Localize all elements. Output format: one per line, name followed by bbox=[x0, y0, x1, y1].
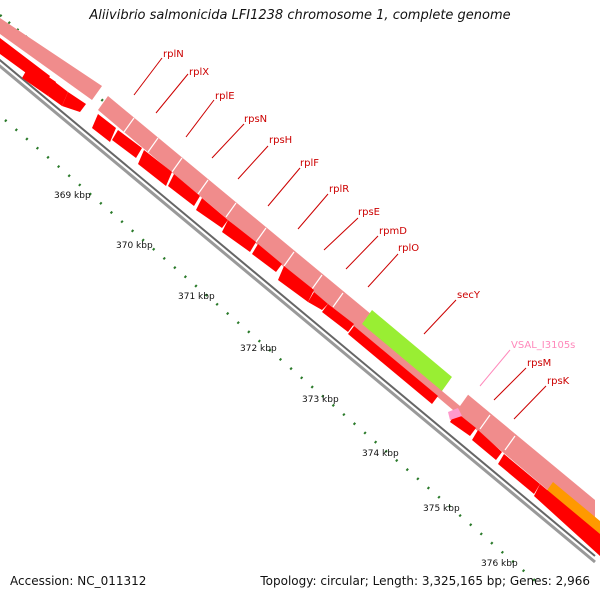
gene-label-rpsH[interactable]: rpsH bbox=[269, 135, 292, 146]
gene-label-VSAL_I3105s[interactable]: VSAL_I3105s bbox=[511, 340, 575, 351]
red-gene-lane bbox=[0, 38, 600, 556]
gene-label-rplN[interactable]: rplN bbox=[163, 49, 184, 60]
gene-label-rplF[interactable]: rplF bbox=[300, 158, 319, 169]
backbone-outer bbox=[0, 64, 596, 564]
gene-label-secY[interactable]: secY bbox=[457, 290, 481, 301]
gene-label-rpsK[interactable]: rpsK bbox=[547, 376, 570, 387]
lane-gap bbox=[442, 377, 470, 406]
gene-label-rplE[interactable]: rplE bbox=[215, 91, 235, 102]
gene-label-rpsE[interactable]: rpsE bbox=[358, 207, 380, 218]
ruler-label-370: 370 kbp bbox=[116, 241, 153, 251]
light-lane-separators bbox=[123, 117, 516, 451]
gene-label-rpsM[interactable]: rpsM bbox=[527, 358, 551, 369]
ruler-labels: 369 kbp 370 kbp 371 kbp 372 kbp 373 kbp … bbox=[54, 191, 518, 569]
ruler-label-376: 376 kbp bbox=[481, 559, 518, 569]
ruler-label-369: 369 kbp bbox=[54, 191, 91, 201]
gene-label-rpmD[interactable]: rpmD bbox=[379, 226, 407, 237]
gene-VSAL_I3105s-bar[interactable] bbox=[448, 408, 462, 420]
gene-label-rplR[interactable]: rplR bbox=[329, 184, 349, 195]
ruler-label-375: 375 kbp bbox=[423, 504, 460, 514]
gene-labels: rplN rplX rplE rpsN rpsH rplF rplR rpsE … bbox=[163, 49, 575, 387]
gene-secY-bar[interactable] bbox=[362, 310, 452, 391]
ruler-label-373: 373 kbp bbox=[302, 395, 339, 405]
gene-label-rpsN[interactable]: rpsN bbox=[244, 114, 267, 125]
gene-label-rplX[interactable]: rplX bbox=[189, 67, 209, 78]
ruler-label-371: 371 kbp bbox=[178, 292, 215, 302]
map-title: Aliivibrio salmonicida LFI1238 chromosom… bbox=[89, 8, 511, 23]
ruler-label-374: 374 kbp bbox=[362, 449, 399, 459]
light-gene-lane bbox=[0, 18, 595, 530]
label-leader-VSAL bbox=[479, 349, 511, 387]
gene-label-rplO[interactable]: rplO bbox=[398, 243, 419, 254]
backbone-inner bbox=[0, 58, 596, 557]
genome-summary: Topology: circular; Length: 3,325,165 bp… bbox=[260, 574, 590, 588]
label-leaders bbox=[133, 57, 547, 420]
accession-label: Accession: NC_011312 bbox=[10, 574, 147, 588]
ruler-label-372: 372 kbp bbox=[240, 344, 277, 354]
